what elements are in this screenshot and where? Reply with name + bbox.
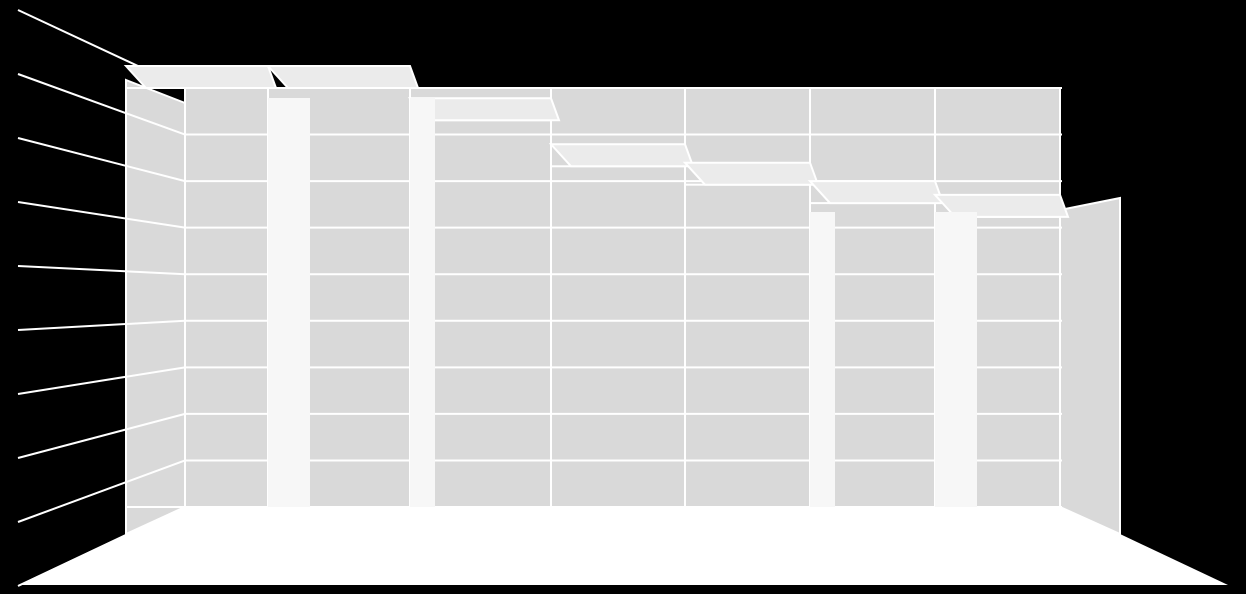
- bar-top: [123, 65, 278, 89]
- bar: [548, 143, 695, 508]
- bars: [123, 65, 1070, 509]
- bar: [682, 161, 820, 508]
- bar-highlight-panel: [268, 98, 310, 507]
- axis-ray: [17, 459, 186, 523]
- bar-front: [125, 87, 269, 508]
- bar-top: [548, 143, 695, 168]
- axis-ray: [17, 201, 186, 229]
- bar-front: [550, 165, 686, 508]
- bar-top: [265, 65, 420, 89]
- bar-highlight-panel: [935, 212, 977, 507]
- axis-ray: [17, 265, 186, 276]
- bar-top: [807, 180, 945, 205]
- bar-front: [684, 183, 811, 508]
- axis-ray: [17, 506, 186, 587]
- bar-top: [682, 161, 820, 186]
- axis-ray: [17, 412, 186, 459]
- bar: [123, 65, 278, 508]
- bar-top: [932, 193, 1070, 218]
- bar-highlight-panel: [410, 98, 435, 507]
- right-wall: [1059, 196, 1121, 536]
- gridline-overlay: [268, 98, 977, 507]
- bar-highlight-panel: [810, 212, 835, 507]
- axis-ray: [17, 366, 186, 395]
- axis-ray: [17, 319, 186, 331]
- axis-ray: [17, 137, 186, 183]
- chart-floor: [18, 507, 1228, 585]
- axis-ray: [17, 73, 186, 136]
